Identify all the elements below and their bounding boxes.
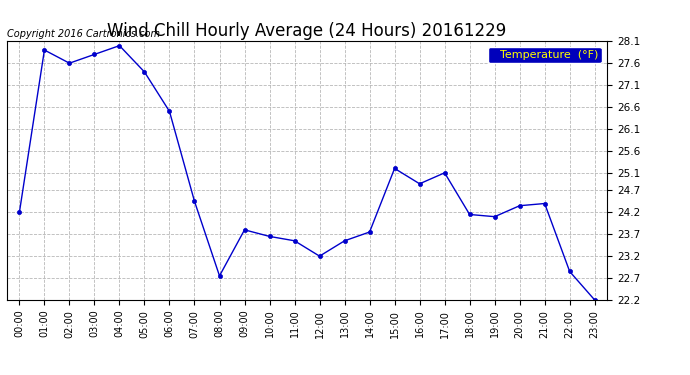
Text: Copyright 2016 Cartronics.com: Copyright 2016 Cartronics.com [7, 28, 160, 39]
Legend: Temperature  (°F): Temperature (°F) [488, 47, 602, 63]
Title: Wind Chill Hourly Average (24 Hours) 20161229: Wind Chill Hourly Average (24 Hours) 201… [108, 22, 506, 40]
